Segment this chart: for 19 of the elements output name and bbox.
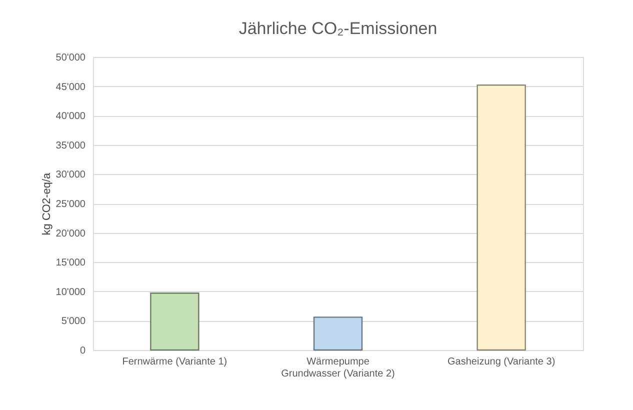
y-tick-label: 40'000	[56, 111, 86, 122]
y-tick-label: 5'000	[61, 316, 86, 328]
y-tick-label: 50'000	[56, 52, 86, 64]
y-tick-label: 35'000	[56, 140, 86, 152]
x-tick-label: Wärmepumpe Grundwasser (Variante 2)	[281, 356, 395, 380]
y-tick-label: 0	[80, 346, 86, 356]
y-tick-label: 30'000	[56, 170, 86, 181]
y-tick-label: 20'000	[56, 228, 86, 240]
x-tick-label: Gasheizung (Variante 3)	[448, 356, 556, 368]
chart-title: Jährliche CO₂-Emissionen	[238, 19, 438, 38]
y-axis-title: kg CO2-eq/a	[40, 172, 53, 236]
bar	[313, 316, 363, 351]
x-tick-label: Fernwärme (Variante 1)	[122, 356, 228, 368]
y-tick-label: 15'000	[56, 258, 86, 269]
bar	[150, 292, 200, 351]
y-tick-label: 10'000	[56, 286, 86, 298]
bar	[476, 84, 526, 351]
y-tick-label: 25'000	[56, 199, 86, 210]
y-tick-label: 45'000	[56, 82, 86, 93]
